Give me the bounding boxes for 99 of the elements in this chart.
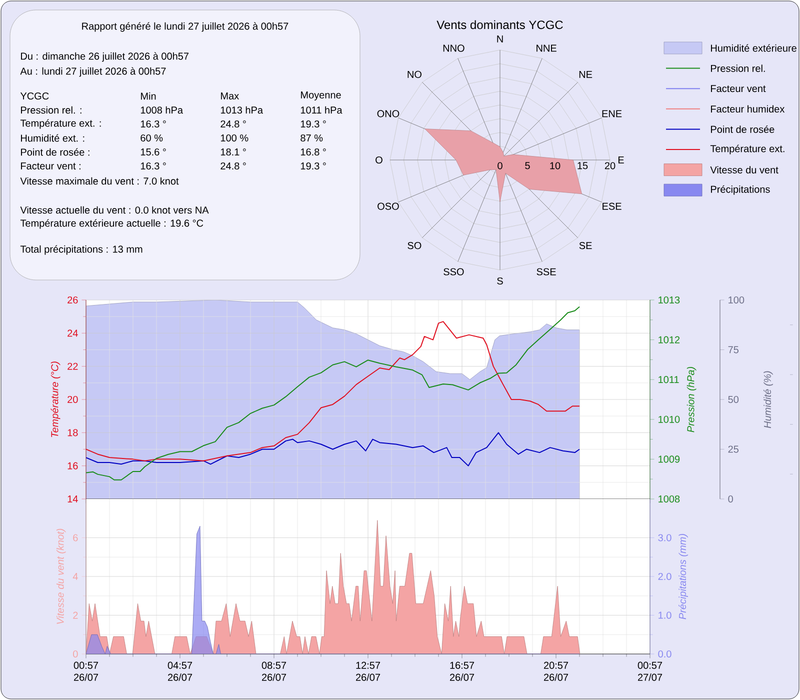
text: YCGC <box>20 92 49 100</box>
text: Du : dimanche 26 juillet 2026 à 00h57 <box>21 52 188 62</box>
spoke-label: SE <box>579 242 592 250</box>
text: Facteur vent : <box>21 162 80 170</box>
y2-tick-label: 1010 <box>658 416 680 423</box>
text: Moyenne <box>301 92 341 100</box>
spoke-label: N <box>497 36 503 42</box>
y2-tick-label: 1009 <box>658 456 680 463</box>
y-tick-label: 22 <box>68 362 78 370</box>
text: 60 % <box>140 134 163 142</box>
y2-tick-label: 1013 <box>658 296 680 304</box>
spoke-label: OSO <box>378 202 399 210</box>
y3-tick-label: 50 <box>728 396 739 404</box>
spoke-label: SO <box>408 242 422 250</box>
spoke-label: SSO <box>444 268 464 276</box>
text: 87 % <box>300 134 323 142</box>
text: 16.3 ° <box>140 162 166 170</box>
spoke-label: ESE <box>602 202 622 210</box>
y-tick-label: 15 <box>578 162 588 170</box>
text: Point de rosée : <box>21 148 90 156</box>
text: Rapport généré le lundi 27 juillet 2026 à 00h57 <box>82 22 288 32</box>
text: 100 % <box>220 134 248 142</box>
text: Température extérieure actuelle : 19.6 °C <box>20 219 204 229</box>
legend-label: Point de rosée <box>711 125 774 133</box>
y3-axis-title: Humidité (%) <box>764 371 773 428</box>
text: Max <box>221 92 239 100</box>
spoke-label: NE <box>579 70 592 78</box>
text: 15.6 ° <box>140 148 166 156</box>
y2-tick-label: 3.0 <box>658 534 672 542</box>
y2-axis-title: Pression (hPa) <box>686 367 696 432</box>
spoke-label: O <box>376 156 382 164</box>
text: 1013 hPa <box>220 106 264 114</box>
text: Vitesse maximale du vent : 7.0 knot <box>20 177 179 185</box>
x-tick-label: 08:57 26/07 <box>262 662 286 681</box>
text: 24.8 ° <box>220 120 246 128</box>
y3-tick-label: 75 <box>728 346 739 354</box>
y3-tick-label: 0 <box>728 495 733 503</box>
y2-tick-label: 0.0 <box>658 650 672 658</box>
y-tick-label: 14 <box>68 496 78 502</box>
text: 1008 hPa <box>140 106 184 114</box>
y2-tick-label: 1011 <box>658 376 679 384</box>
y-tick-label: 10 <box>550 162 560 170</box>
y3-tick-label: 25 <box>728 446 739 453</box>
y-axis-title: Température (°C) <box>50 362 60 438</box>
spoke-label: ENE <box>602 110 622 118</box>
y2-tick-label: 1012 <box>658 336 680 344</box>
text: 24.8 ° <box>220 162 246 170</box>
y-tick-label: 20 <box>604 162 616 170</box>
y-tick-label: 0 <box>73 650 78 658</box>
text: Humidité ext. : <box>21 134 84 142</box>
chart-title: Vents dominants YCGC <box>436 20 563 30</box>
text: Au : lundi 27 juillet 2026 à 00h57 <box>20 67 166 77</box>
text: 19.3 ° <box>300 162 326 170</box>
y-tick-label: 26 <box>68 296 78 304</box>
y-tick-label: 20 <box>68 396 78 404</box>
spoke-label: NNE <box>536 44 556 52</box>
line-series <box>86 432 580 466</box>
y-axis-title: Vitesse du vent (knot) <box>56 528 66 624</box>
x-tick-label: 04:57 26/07 <box>168 662 192 681</box>
text: Vitesse actuelle du vent : 0.0 knot vers NA <box>20 206 209 214</box>
y-tick-label: 18 <box>68 429 78 436</box>
y-tick-label: 16 <box>68 462 78 470</box>
spoke-label: E <box>618 156 624 164</box>
y-tick-label: 2 <box>73 612 78 619</box>
text: 16.8 ° <box>300 148 326 156</box>
x-tick-label: 12:57 26/07 <box>356 662 380 681</box>
y2-tick-label: 2.0 <box>658 572 672 580</box>
legend-label: Vitesse du vent <box>710 166 778 174</box>
y2-tick-label: 1.0 <box>658 612 672 619</box>
x-tick-label: 20:57 26/07 <box>544 662 568 681</box>
spoke-label: S <box>497 277 503 285</box>
text: Min <box>141 92 156 100</box>
x-tick-label: 16:57 26/07 <box>450 662 474 681</box>
text: Total précipitations : 13 mm <box>20 245 142 255</box>
y2-axis-title: Précipitations (mm) <box>678 534 688 620</box>
legend-label: Précipitations <box>711 185 770 195</box>
y-tick-label: 4 <box>72 573 78 580</box>
legend-label: Humidité extérieure <box>711 44 796 52</box>
y-tick-label: 6 <box>73 534 78 542</box>
spoke-label: SSE <box>536 268 556 276</box>
legend-label: Facteur humidex <box>711 105 785 113</box>
x-tick-label: 00:57 27/07 <box>638 662 662 681</box>
text: 16.3 ° <box>140 120 166 128</box>
x-tick-label: 00:57 26/07 <box>74 662 98 681</box>
y-tick-label: 5 <box>525 162 530 170</box>
spoke-label: ONO <box>377 110 400 118</box>
spoke-label: NO <box>408 70 422 78</box>
y2-tick-label: 1008 <box>658 495 680 503</box>
text: 18.1 ° <box>220 148 246 156</box>
legend-label: Pression rel. <box>711 64 765 72</box>
text: 19.3 ° <box>300 120 326 128</box>
text: Température ext. : <box>20 119 101 129</box>
text: Pression rel. : <box>21 106 82 114</box>
spoke-label: NNO <box>443 44 464 52</box>
text: 1011 hPa <box>300 106 342 114</box>
y-tick-label: 24 <box>68 330 78 337</box>
legend-label: Facteur vent <box>711 85 766 92</box>
y3-tick-label: 100 <box>728 296 744 304</box>
legend-label: Température ext. <box>710 144 784 154</box>
